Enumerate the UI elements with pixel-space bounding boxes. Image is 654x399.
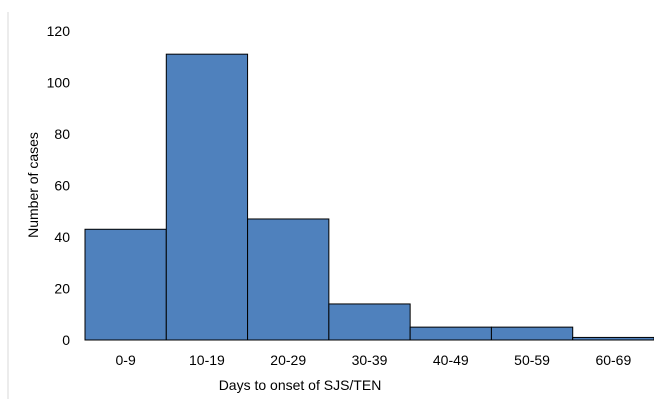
bar-30-39: [328, 303, 411, 341]
y-tick-label: 60: [54, 178, 70, 194]
x-axis-title: Days to onset of SJS/TEN: [219, 377, 382, 393]
y-tick-label: 20: [54, 281, 70, 297]
bar-60-69: [572, 336, 654, 341]
x-tick-label: 60-69: [595, 352, 631, 368]
bar-50-59: [490, 326, 574, 341]
y-tick-label: 0: [62, 332, 70, 348]
y-tick-label: 40: [54, 229, 70, 245]
y-tick-label: 80: [54, 126, 70, 142]
x-tick-label: 40-49: [433, 352, 469, 368]
bars: [84, 53, 654, 341]
bar-10-19: [165, 53, 249, 341]
x-tick-label: 20-29: [270, 352, 306, 368]
y-tick-label: 120: [47, 23, 71, 39]
bar-20-29: [247, 218, 330, 341]
x-tick-label: 30-39: [352, 352, 388, 368]
x-tick-labels: 0-9 10-19 20-29 30-39 40-49 50-59 60-69: [116, 352, 632, 368]
y-tick-label: 100: [47, 75, 71, 91]
x-tick-label: 10-19: [189, 352, 225, 368]
y-axis-title: Number of cases: [25, 132, 41, 238]
bar-40-49: [409, 326, 492, 341]
y-tick-labels: 0 20 40 60 80 100 120: [47, 23, 71, 348]
x-tick-label: 50-59: [514, 352, 550, 368]
bar-0-9: [84, 228, 167, 341]
x-tick-label: 0-9: [116, 352, 136, 368]
